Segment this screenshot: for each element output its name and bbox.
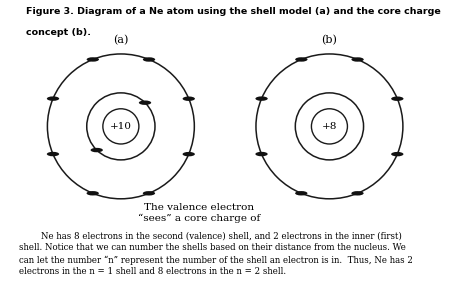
Text: (a): (a) bbox=[113, 35, 128, 45]
Ellipse shape bbox=[91, 148, 103, 152]
Text: The valence electron
“sees” a core charge of: The valence electron “sees” a core charg… bbox=[138, 203, 260, 223]
Ellipse shape bbox=[143, 57, 155, 62]
Ellipse shape bbox=[255, 96, 268, 101]
Ellipse shape bbox=[87, 191, 99, 195]
Text: Figure 3. Diagram of a Ne atom using the shell model (a) and the core charge: Figure 3. Diagram of a Ne atom using the… bbox=[26, 7, 441, 16]
Ellipse shape bbox=[351, 191, 364, 195]
Ellipse shape bbox=[295, 57, 308, 62]
Ellipse shape bbox=[295, 191, 308, 195]
Text: +8: +8 bbox=[322, 122, 337, 131]
Ellipse shape bbox=[391, 97, 403, 101]
Ellipse shape bbox=[103, 109, 139, 144]
Ellipse shape bbox=[311, 109, 347, 144]
Ellipse shape bbox=[255, 152, 268, 156]
Ellipse shape bbox=[47, 96, 59, 101]
Ellipse shape bbox=[143, 191, 155, 195]
Text: +10: +10 bbox=[110, 122, 132, 131]
Ellipse shape bbox=[47, 152, 59, 156]
Text: (b): (b) bbox=[321, 35, 337, 45]
Ellipse shape bbox=[182, 97, 195, 101]
Text: Ne has 8 electrons in the second (valence) shell, and 2 electrons in the inner (: Ne has 8 electrons in the second (valenc… bbox=[19, 231, 413, 276]
Ellipse shape bbox=[182, 152, 195, 156]
Ellipse shape bbox=[139, 101, 151, 105]
Ellipse shape bbox=[351, 57, 364, 62]
Text: concept (b).: concept (b). bbox=[26, 28, 91, 37]
Ellipse shape bbox=[87, 57, 99, 62]
Ellipse shape bbox=[391, 152, 403, 156]
